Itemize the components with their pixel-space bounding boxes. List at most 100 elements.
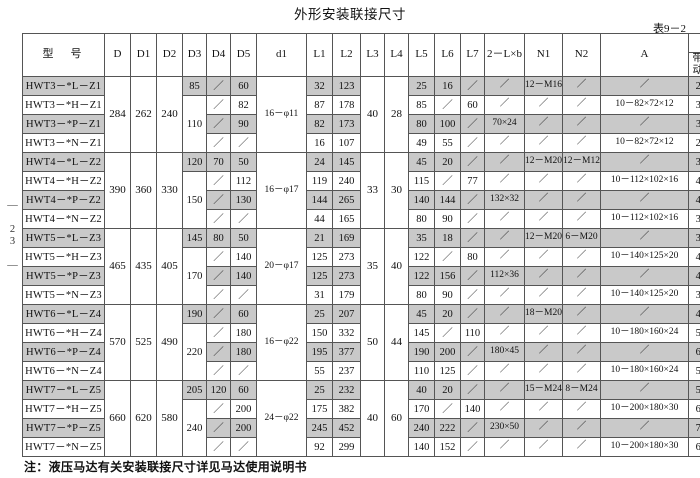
cell-LA-with-brake: 641	[688, 342, 700, 363]
cell-L1: 32	[306, 76, 333, 97]
cell-A: 10－200×180×30	[600, 399, 689, 420]
cell-N2: ／	[562, 304, 601, 325]
cell-L1: 87	[306, 95, 333, 116]
table-row: HWT7－*N－Z5 ／／ 92 299 140 152 ／／／／ 10－200×180×30…	[22, 437, 700, 458]
cell-L1: 175	[306, 399, 333, 420]
cell-D5: ／	[230, 133, 257, 154]
cell-L5: 110	[408, 361, 435, 382]
header-2-L-x-b: 2－L×b	[484, 32, 525, 78]
cell-L5: 80	[408, 209, 435, 230]
cell-L4: 60	[384, 380, 409, 458]
cell-model: HWT3－*P－Z1	[22, 114, 105, 135]
cell-LA-with-brake: 491	[688, 247, 700, 268]
header-LA-with-brake-line1: 带制	[690, 54, 700, 65]
cell-L7: ／	[460, 437, 485, 458]
cell-N1: 12－M20	[524, 152, 563, 173]
table-row: HWT3－*H－Z1 110 ／ 82 87 178 85 ／ 60 ／／／ 10－82×72×12…	[22, 95, 700, 154]
cell-L2: 165	[332, 209, 361, 230]
cell-D5: 112	[230, 171, 257, 192]
cell-D5: 180	[230, 323, 257, 344]
cell-model: HWT6－*P－Z4	[22, 342, 105, 363]
cell-L5: 80	[408, 285, 435, 306]
cell-D5: ／	[230, 437, 257, 458]
cell-L5: 80	[408, 114, 435, 135]
cell-A: ／	[600, 228, 689, 249]
cell-L4: 44	[384, 304, 409, 382]
cell-L2: 382	[332, 399, 361, 420]
table-row: HWT7－*L－Z5 660 620 580 205 120 60 24－φ22 25 232 40…	[22, 380, 700, 458]
header-D3: D3	[182, 32, 207, 78]
cell-model: HWT7－*H－Z5	[22, 399, 105, 420]
cell-A: 10－140×125×20	[600, 247, 689, 268]
cell-LA-with-brake: 537	[688, 380, 700, 401]
cell-N1: 12－M20	[524, 228, 563, 249]
cell-2-L-x-b: ／	[484, 133, 525, 154]
cell-model: HWT7－*N－Z5	[22, 437, 105, 458]
cell-D: 390	[104, 152, 131, 230]
cell-L5: 115	[408, 171, 435, 192]
cell-L2: 240	[332, 171, 361, 192]
cell-D2: 490	[156, 304, 183, 382]
cell-L3: 40	[360, 76, 385, 154]
table-row: HWT5－*N－Z3／／311798090／／／／10－140×125×2039…	[22, 285, 700, 306]
cell-N2: ／	[562, 399, 601, 420]
cell-N2: ／	[562, 76, 601, 97]
cell-A: 10－180×160×24	[600, 323, 689, 344]
cell-A: ／	[600, 114, 689, 135]
cell-L5: 45	[408, 304, 435, 325]
cell-2-L-x-b: ／	[484, 76, 525, 97]
cell-L6: 18	[434, 228, 461, 249]
cell-N2: ／	[562, 171, 601, 192]
cell-L2: 299	[332, 437, 361, 458]
cell-L7: ／	[460, 114, 485, 135]
cell-L6: 125	[434, 361, 461, 382]
cell-L7: ／	[460, 228, 485, 249]
header-row-top: 型 号 D D1 D2 D3 D4 D5 d1 L1 L2 L3 L4 L5 L…	[22, 32, 700, 78]
cell-L6: 55	[434, 133, 461, 154]
cell-model: HWT4－*N－Z2	[22, 209, 105, 230]
cell-D2: 240	[156, 76, 183, 154]
cell-D4: 70	[206, 152, 231, 173]
cell-D4: ／	[206, 285, 231, 306]
cell-D4: ／	[206, 399, 231, 420]
cell-L6: 20	[434, 304, 461, 325]
cell-A: 10－112×102×16	[600, 171, 689, 192]
table-row: HWT6－*L－Z4 570 525 490 190 ／ 60 16－φ22 25 207 50 44…	[22, 304, 700, 382]
table-row: HWT3－*N－Z1／／161074955／／／／10－82×72×122451…	[22, 133, 700, 154]
cell-D5: ／	[230, 361, 257, 382]
cell-L1: 125	[306, 247, 333, 268]
cell-D3: 150	[182, 171, 207, 230]
cell-L7: ／	[460, 266, 485, 287]
cell-D5: 50	[230, 152, 257, 173]
cell-D5: 82	[230, 95, 257, 116]
cell-model: HWT3－*L－Z1	[22, 76, 105, 97]
header-L5: L5	[408, 32, 435, 78]
cell-L7: ／	[460, 380, 485, 401]
cell-2-L-x-b: ／	[484, 152, 525, 173]
cell-N2: ／	[562, 323, 601, 344]
cell-D4: ／	[206, 114, 231, 135]
cell-N2: ／	[562, 114, 601, 135]
cell-model: HWT3－*H－Z1	[22, 95, 105, 116]
cell-L2: 273	[332, 247, 361, 268]
header-D2: D2	[156, 32, 183, 78]
cell-L1: 25	[306, 380, 333, 401]
cell-L7: ／	[460, 152, 485, 173]
cell-LA-with-brake: 397	[688, 285, 700, 306]
cell-N2: 6－M20	[562, 228, 601, 249]
cell-L2: 332	[332, 323, 361, 344]
cell-LA-with-brake: 757	[688, 418, 700, 439]
cell-N1: ／	[524, 266, 563, 287]
cell-D4: ／	[206, 266, 231, 287]
header-N2: N2	[562, 32, 601, 78]
cell-L5: 35	[408, 228, 435, 249]
cell-D3: 145	[182, 228, 207, 249]
cell-N1: ／	[524, 95, 563, 116]
cell-D2: 405	[156, 228, 183, 306]
cell-d1: 16－φ17	[256, 152, 307, 230]
cell-D2: 330	[156, 152, 183, 230]
cell-D4: ／	[206, 361, 231, 382]
cell-D5: 50	[230, 228, 257, 249]
header-d1: d1	[256, 32, 307, 78]
cell-LA-with-brake: 604	[688, 437, 700, 458]
